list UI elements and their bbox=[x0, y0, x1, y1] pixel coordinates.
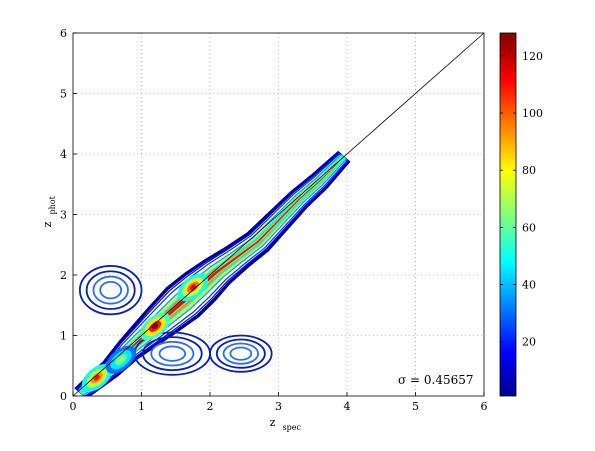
contour-right-lobe bbox=[222, 342, 259, 365]
y-tick-label: 2 bbox=[60, 269, 67, 282]
contour-low-z-high-phot bbox=[92, 275, 129, 305]
contour-right-lobe bbox=[229, 346, 253, 361]
x-tick-label: 3 bbox=[275, 400, 282, 413]
contour-high-z-low-phot bbox=[150, 340, 195, 367]
x-axis-label: z bbox=[270, 416, 276, 429]
y-tick-label: 5 bbox=[60, 88, 67, 101]
colorbar-tick-label: 100 bbox=[522, 107, 543, 120]
y-axis-label: z bbox=[41, 221, 54, 227]
contour-low-z-high-phot bbox=[78, 265, 143, 316]
colorbar-tick-label: 120 bbox=[522, 50, 543, 63]
contour-group bbox=[74, 150, 351, 396]
x-tick-label: 1 bbox=[138, 400, 145, 413]
x-tick-label: 2 bbox=[207, 400, 214, 413]
density-peak bbox=[152, 323, 159, 330]
density-peak bbox=[93, 375, 101, 381]
one-to-one-line bbox=[72, 32, 485, 397]
contour-low-z-high-phot bbox=[99, 280, 123, 300]
colorbar-tick-label: 60 bbox=[522, 221, 536, 234]
y-tick-label: 4 bbox=[60, 148, 67, 161]
colorbar: 20 40 60 80 100 120 bbox=[499, 32, 543, 397]
contour-right-lobe bbox=[209, 334, 273, 373]
contour-low-z-high-phot bbox=[85, 270, 136, 310]
colorbar-gradient bbox=[499, 32, 517, 397]
y-axis-label-sub: phot bbox=[48, 195, 57, 214]
density-peak bbox=[189, 284, 196, 290]
colorbar-tick-label: 40 bbox=[522, 279, 536, 292]
density-peak bbox=[117, 356, 124, 363]
contour-right-lobe bbox=[215, 338, 266, 369]
x-tick-label: 4 bbox=[344, 400, 351, 413]
contour-high-z-low-phot bbox=[142, 336, 203, 372]
colorbar-tick-label: 80 bbox=[522, 164, 536, 177]
x-tick-label: 6 bbox=[481, 400, 488, 413]
colorbar-tick-label: 20 bbox=[522, 336, 536, 349]
x-axis-label-sub: spec bbox=[283, 423, 302, 432]
contour-main-level bbox=[75, 152, 349, 396]
y-tick-label: 6 bbox=[60, 27, 67, 40]
x-tick-label: 0 bbox=[70, 400, 77, 413]
y-tick-label: 0 bbox=[60, 390, 67, 403]
y-axis-label-group: z phot bbox=[41, 195, 57, 227]
contour-main-level bbox=[74, 151, 351, 396]
y-tick-label: 1 bbox=[60, 330, 67, 343]
sigma-annotation: σ = 0.45657 bbox=[398, 373, 474, 387]
y-tick-label: 3 bbox=[60, 209, 67, 222]
contour-high-z-low-phot bbox=[158, 345, 187, 362]
contour-main-level bbox=[76, 152, 349, 396]
x-tick-label: 5 bbox=[412, 400, 419, 413]
